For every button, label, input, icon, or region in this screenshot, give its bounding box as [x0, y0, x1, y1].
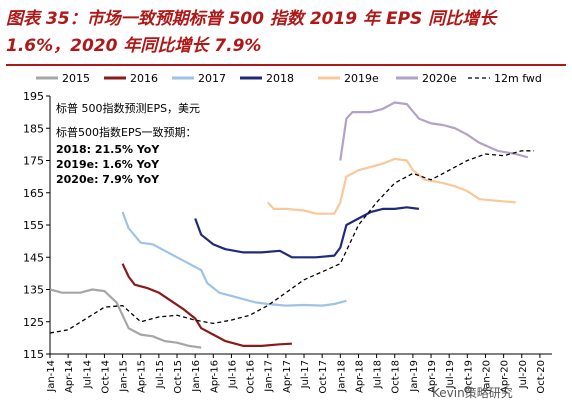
y-tick-label: 175 — [23, 155, 44, 168]
x-tick-label: Jul-18 — [373, 360, 384, 389]
legend-label: 12m fwd — [494, 72, 542, 85]
x-tick-label: Jul-15 — [155, 360, 166, 389]
x-tick-label: Jan-17 — [264, 360, 275, 393]
legend-label: 2018 — [266, 72, 294, 85]
x-tick-label: Apr-18 — [354, 360, 365, 393]
x-tick-label: Jul-19 — [445, 360, 456, 389]
annotation-line: 2020e: 7.9% YoY — [56, 173, 160, 186]
x-tick-label: Jan-20 — [481, 360, 492, 393]
annotation-line: 2019e: 1.6% YoY — [56, 158, 160, 171]
annotation-line: 2018: 21.5% YoY — [56, 143, 160, 156]
watermark-text: Kevin策略研究 — [432, 386, 513, 400]
x-tick-label: Jan-14 — [46, 360, 57, 393]
annotation-line: 标普500指数EPS一致预期： — [56, 125, 197, 139]
legend-label: 2015 — [62, 72, 90, 85]
x-tick-label: Oct-20 — [536, 360, 547, 394]
x-tick-label: Oct-17 — [318, 360, 329, 394]
x-tick-label: Jan-19 — [409, 360, 420, 393]
x-tick-label: Jul-20 — [518, 360, 529, 389]
series-line-2015 — [49, 288, 202, 349]
x-tick-label: Oct-15 — [173, 360, 184, 394]
y-tick-label: 195 — [23, 90, 44, 103]
x-tick-label: Jul-16 — [227, 360, 238, 389]
x-tick-label: Oct-14 — [100, 360, 111, 394]
series-line-2020e — [339, 101, 529, 161]
x-tick-label: Oct-16 — [246, 360, 257, 394]
x-tick-label: Oct-19 — [463, 360, 474, 394]
x-tick-label: Apr-16 — [209, 360, 220, 393]
x-tick-label: Jan-15 — [119, 360, 130, 393]
x-tick-label: Jan-16 — [191, 360, 202, 393]
y-tick-label: 155 — [23, 219, 44, 232]
series-line-2016 — [121, 263, 292, 347]
y-tick-label: 165 — [23, 187, 44, 200]
y-tick-label: 185 — [23, 122, 44, 135]
chart-title: 图表 35：市场一致预期标普 500 指数 2019 年 EPS 同比增长 1.… — [6, 9, 497, 56]
series-line-2018 — [194, 206, 420, 259]
series-line-2017 — [121, 211, 347, 307]
x-tick-label: Apr-14 — [64, 360, 75, 393]
x-tick-label: Apr-19 — [427, 360, 438, 393]
legend-label: 2016 — [130, 72, 158, 85]
x-tick-label: Apr-17 — [282, 360, 293, 393]
x-tick-label: Jul-17 — [300, 360, 311, 389]
annotation-line: 标普 500指数预测EPS，美元 — [56, 101, 200, 115]
x-tick-label: Apr-20 — [500, 360, 511, 393]
y-tick-label: 125 — [23, 316, 44, 329]
legend-label: 2019e — [344, 72, 379, 85]
y-tick-label: 135 — [23, 284, 44, 297]
y-tick-label: 115 — [23, 348, 44, 361]
x-tick-label: Jan-18 — [336, 360, 347, 393]
series-line-2019e — [266, 157, 516, 215]
legend-label: 2017 — [198, 72, 226, 85]
series-line-12m-fwd — [49, 150, 534, 334]
title-rule — [6, 64, 566, 66]
x-tick-label: Apr-15 — [137, 360, 148, 393]
x-tick-label: Jul-14 — [82, 360, 93, 389]
x-tick-label: Oct-18 — [391, 360, 402, 394]
legend-label: 2020e — [422, 72, 457, 85]
y-tick-label: 145 — [23, 251, 44, 264]
